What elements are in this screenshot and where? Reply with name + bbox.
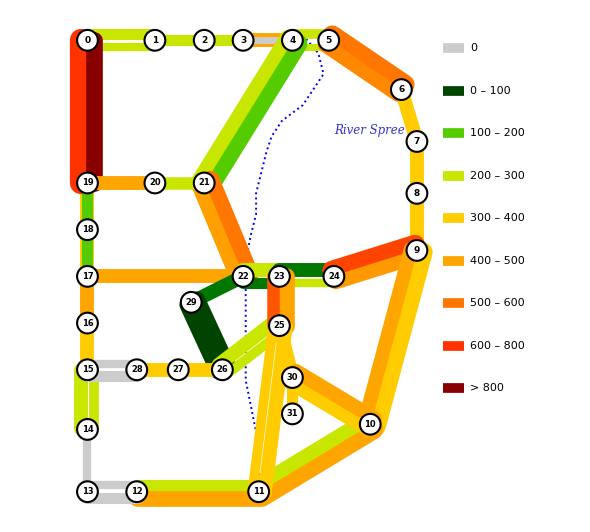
Circle shape	[407, 131, 427, 152]
Circle shape	[77, 419, 98, 440]
Text: 6: 6	[398, 85, 405, 94]
Circle shape	[126, 481, 147, 502]
Text: 31: 31	[287, 409, 298, 418]
Text: 12: 12	[131, 487, 143, 496]
Circle shape	[77, 172, 98, 193]
Text: 7: 7	[414, 137, 420, 146]
Circle shape	[407, 183, 427, 204]
Circle shape	[391, 79, 412, 100]
Circle shape	[282, 403, 303, 424]
Text: 23: 23	[274, 272, 285, 281]
Circle shape	[181, 292, 202, 313]
Circle shape	[269, 266, 290, 287]
Text: 20: 20	[149, 178, 160, 187]
Circle shape	[248, 481, 269, 502]
Text: 500 – 600: 500 – 600	[470, 298, 525, 309]
Text: 21: 21	[198, 178, 210, 187]
Circle shape	[212, 360, 232, 380]
Text: 29: 29	[185, 298, 197, 307]
Text: 10: 10	[365, 420, 376, 429]
Circle shape	[194, 172, 215, 193]
Circle shape	[194, 30, 215, 51]
Circle shape	[77, 266, 98, 287]
Circle shape	[232, 266, 254, 287]
Text: > 800: > 800	[470, 384, 504, 394]
Circle shape	[232, 30, 254, 51]
Circle shape	[77, 30, 98, 51]
Circle shape	[145, 172, 165, 193]
Circle shape	[168, 360, 189, 380]
Text: 15: 15	[81, 365, 93, 375]
Text: 8: 8	[414, 189, 420, 198]
Circle shape	[269, 315, 290, 336]
Text: 9: 9	[414, 246, 420, 255]
Text: 200 – 300: 200 – 300	[470, 171, 525, 181]
Text: 400 – 500: 400 – 500	[470, 256, 525, 266]
Text: 4: 4	[289, 36, 296, 45]
Circle shape	[360, 414, 381, 435]
Text: 1: 1	[152, 36, 158, 45]
Text: 0 – 100: 0 – 100	[470, 86, 510, 96]
Text: 300 – 400: 300 – 400	[470, 213, 525, 223]
Circle shape	[126, 360, 147, 380]
Circle shape	[77, 219, 98, 240]
Text: 600 – 800: 600 – 800	[470, 341, 525, 351]
Text: 5: 5	[326, 36, 332, 45]
Text: 0: 0	[84, 36, 90, 45]
Text: 26: 26	[217, 365, 228, 375]
Text: 16: 16	[81, 319, 93, 328]
Text: 0: 0	[470, 43, 477, 53]
Circle shape	[319, 30, 339, 51]
Text: River Spree: River Spree	[334, 124, 405, 137]
Text: 19: 19	[81, 178, 93, 187]
Circle shape	[145, 30, 165, 51]
Text: 24: 24	[328, 272, 340, 281]
Text: 17: 17	[81, 272, 93, 281]
Text: 2: 2	[201, 36, 207, 45]
Circle shape	[282, 367, 303, 388]
Text: 25: 25	[274, 321, 286, 330]
Circle shape	[77, 481, 98, 502]
Text: 14: 14	[81, 425, 93, 434]
Text: 3: 3	[240, 36, 246, 45]
Text: 22: 22	[237, 272, 249, 281]
Circle shape	[77, 360, 98, 380]
Circle shape	[77, 313, 98, 334]
Text: 18: 18	[81, 225, 93, 234]
Circle shape	[407, 240, 427, 261]
Text: 11: 11	[253, 487, 264, 496]
Text: 28: 28	[131, 365, 143, 375]
Circle shape	[282, 30, 303, 51]
Text: 30: 30	[287, 373, 298, 382]
Circle shape	[323, 266, 345, 287]
Text: 13: 13	[81, 487, 93, 496]
Text: 100 – 200: 100 – 200	[470, 128, 525, 138]
Text: 27: 27	[172, 365, 184, 375]
